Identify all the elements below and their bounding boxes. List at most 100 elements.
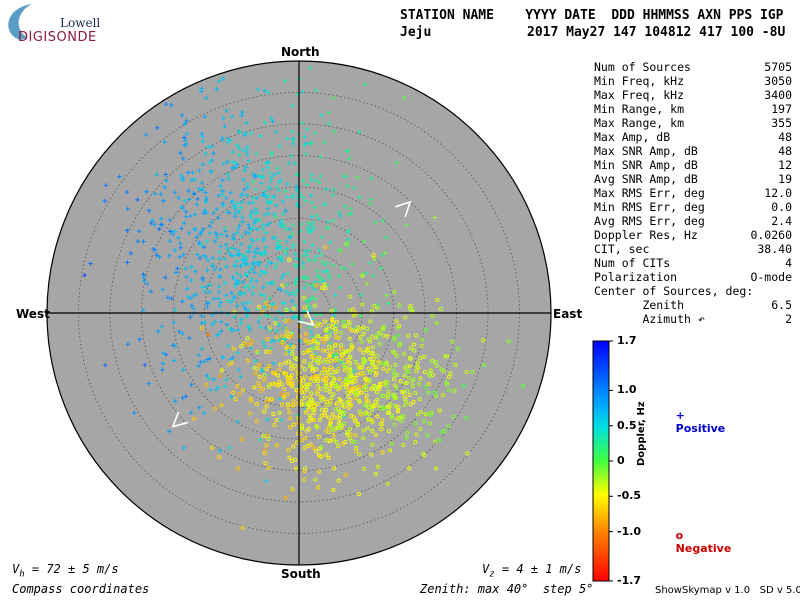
source-negative xyxy=(399,419,404,424)
source-positive xyxy=(192,177,197,182)
source-positive xyxy=(307,141,313,146)
source-negative xyxy=(346,405,352,410)
source-negative xyxy=(276,367,282,372)
source-negative xyxy=(290,487,295,492)
source-negative xyxy=(392,337,397,342)
source-positive xyxy=(305,221,311,226)
source-negative xyxy=(314,367,319,372)
source-negative xyxy=(254,402,260,407)
source-positive xyxy=(188,314,193,320)
source-negative xyxy=(336,444,341,449)
source-positive xyxy=(361,239,367,244)
source-negative xyxy=(275,373,281,378)
source-positive xyxy=(225,246,230,251)
source-positive xyxy=(158,222,164,227)
source-negative xyxy=(328,424,333,429)
source-positive xyxy=(224,108,229,113)
source-negative xyxy=(269,397,274,402)
source-negative xyxy=(429,410,434,415)
source-positive xyxy=(193,269,198,274)
source-positive xyxy=(277,221,283,227)
source-negative xyxy=(245,342,250,347)
source-positive xyxy=(246,308,251,313)
source-negative xyxy=(403,315,408,320)
source-negative xyxy=(481,338,486,343)
source-negative xyxy=(262,409,267,414)
source-positive xyxy=(292,303,298,308)
source-positive xyxy=(206,376,211,381)
source-negative xyxy=(336,478,341,483)
source-positive xyxy=(245,185,251,190)
stats-value: 6.5 xyxy=(771,298,792,312)
source-negative xyxy=(266,465,271,470)
source-positive xyxy=(230,355,236,360)
source-positive xyxy=(244,262,250,267)
source-positive xyxy=(247,287,252,293)
source-negative xyxy=(363,411,368,416)
source-positive xyxy=(284,239,290,244)
source-positive xyxy=(265,165,271,170)
source-positive xyxy=(199,89,204,94)
source-negative xyxy=(411,342,417,347)
source-positive xyxy=(186,188,191,194)
source-positive xyxy=(245,144,250,150)
source-positive xyxy=(378,266,384,271)
source-negative xyxy=(352,440,358,445)
source-positive xyxy=(293,314,298,320)
source-negative xyxy=(346,357,351,362)
source-negative xyxy=(327,344,332,349)
source-negative xyxy=(420,337,425,342)
source-negative xyxy=(289,366,294,371)
source-positive xyxy=(124,189,130,195)
source-positive xyxy=(175,266,180,271)
source-negative xyxy=(344,366,349,371)
source-positive xyxy=(319,259,325,265)
source-negative xyxy=(322,282,327,287)
source-positive xyxy=(183,209,189,215)
source-positive xyxy=(337,285,343,291)
source-negative xyxy=(379,427,384,432)
source-positive xyxy=(209,219,215,225)
stats-row: Center of Sources, deg: xyxy=(594,284,792,298)
source-negative xyxy=(407,466,412,471)
source-positive xyxy=(274,328,279,333)
source-positive xyxy=(252,270,257,275)
source-positive xyxy=(237,251,242,256)
source-positive xyxy=(291,193,296,198)
version-note: ShowSkymap v 1.0 SD v 5.0 xyxy=(655,585,800,596)
source-positive xyxy=(230,166,236,171)
source-negative xyxy=(206,332,211,337)
source-positive xyxy=(237,223,242,228)
source-negative xyxy=(444,382,450,387)
source-negative xyxy=(338,330,343,336)
source-negative xyxy=(321,377,326,382)
source-positive xyxy=(184,141,189,147)
source-negative xyxy=(353,433,358,438)
source-positive xyxy=(336,247,342,253)
source-positive xyxy=(253,259,258,265)
source-negative xyxy=(280,334,285,339)
source-positive xyxy=(238,374,243,379)
source-negative xyxy=(415,412,420,417)
source-positive xyxy=(183,266,189,271)
source-positive xyxy=(432,215,437,220)
source-positive xyxy=(261,237,266,243)
source-negative xyxy=(434,393,439,399)
source-positive xyxy=(380,218,386,224)
source-positive xyxy=(394,160,400,165)
source-negative xyxy=(297,334,302,339)
legend-negative-label: Negative xyxy=(675,542,732,555)
source-negative xyxy=(286,375,291,380)
source-positive xyxy=(225,298,230,303)
source-negative xyxy=(324,327,329,332)
source-positive xyxy=(146,208,152,213)
source-negative xyxy=(306,348,311,353)
source-positive xyxy=(232,203,237,209)
source-positive xyxy=(160,361,166,366)
colorbar-tick-label: -1.7 xyxy=(617,574,642,587)
source-positive xyxy=(282,301,287,306)
source-negative xyxy=(316,469,321,474)
stats-value: 12.0 xyxy=(764,186,792,200)
source-negative xyxy=(334,440,339,445)
source-negative xyxy=(311,337,317,342)
